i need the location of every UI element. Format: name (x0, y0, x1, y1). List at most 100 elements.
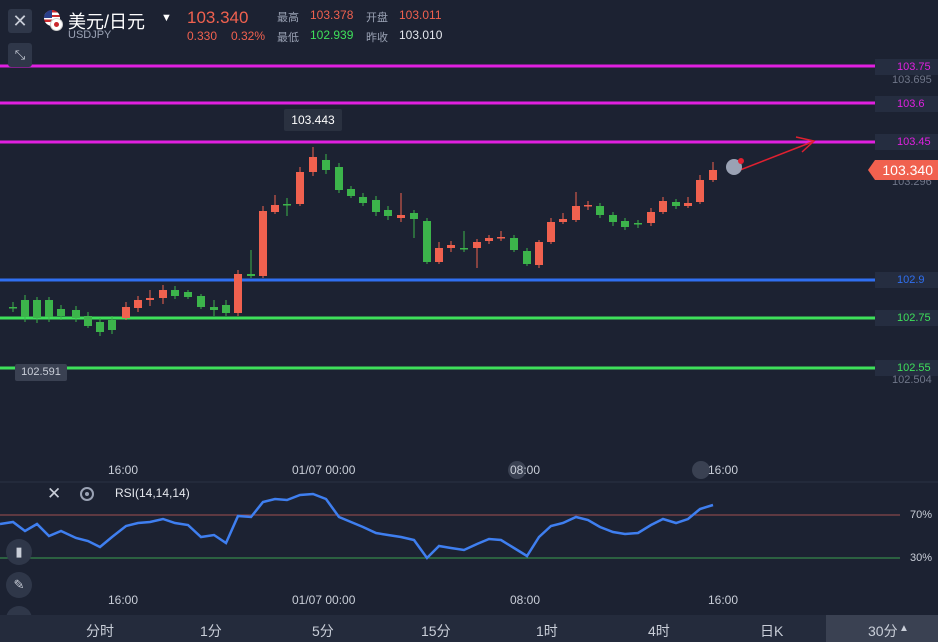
candle-body-56 (696, 180, 704, 202)
event-badge-1[interactable] (508, 461, 526, 479)
candle-body-9 (108, 320, 116, 330)
collapse-icon[interactable]: ⤡ (8, 43, 32, 67)
candle-body-27 (335, 167, 343, 190)
candle-body-29 (359, 197, 367, 203)
candle-body-4 (45, 300, 53, 317)
info-dot (738, 158, 744, 164)
open-label: 开盘 (366, 12, 388, 24)
symbol-name[interactable]: 美元/日元 (68, 12, 146, 32)
candle-body-34 (423, 221, 431, 262)
candle-body-54 (672, 202, 680, 206)
candle-body-49 (609, 215, 617, 222)
rsi-lower-label: 30% (910, 552, 933, 564)
tf-1m[interactable]: 1分 (200, 623, 222, 639)
rsi-close-icon[interactable]: ✕ (47, 484, 62, 503)
tf-30m[interactable] (826, 615, 938, 642)
candle-body-22 (271, 205, 279, 212)
candle-body-35 (435, 248, 443, 262)
candle-body-6 (72, 310, 80, 318)
candle-body-25 (309, 157, 317, 172)
candle-body-55 (684, 203, 692, 206)
candle-body-11 (134, 300, 142, 308)
close-button[interactable]: ✕ (8, 9, 32, 33)
level-label-6: 102.55 (875, 360, 938, 376)
high-value: 103.378 (310, 8, 354, 22)
change-absolute: 0.330 (187, 29, 218, 43)
level-label-3: 103.45 (875, 134, 938, 150)
candle-body-30 (372, 200, 380, 212)
candle-body-39 (485, 238, 493, 241)
low-value: 102.939 (310, 28, 354, 42)
candle-body-53 (659, 201, 667, 212)
rsi-title: RSI(14,14,14) (115, 486, 190, 500)
candle-body-19 (234, 274, 242, 313)
candle-body-44 (547, 222, 555, 242)
candle-body-31 (384, 210, 392, 216)
candle-body-57 (709, 170, 717, 180)
tf-tick[interactable]: 分时 (86, 623, 114, 639)
time-label-3: 08:00 (510, 463, 541, 477)
rsi-line (0, 492, 714, 560)
tf-15m[interactable]: 15分 (421, 623, 451, 639)
candle-body-36 (447, 245, 455, 248)
axis-label-1: 103.695 (892, 74, 932, 86)
rsi-time-label-4: 16:00 (708, 593, 739, 607)
trend-arrow-head (795, 136, 816, 153)
current-price: 103.340 (187, 8, 249, 27)
indicator-icon[interactable]: ▮ (6, 539, 32, 565)
symbol-dropdown-icon[interactable]: ▼ (161, 12, 172, 24)
high-marker: 103.443 (284, 109, 342, 131)
candle-body-42 (523, 251, 531, 264)
tf-1h[interactable]: 1时 (536, 623, 558, 639)
candle-body-8 (96, 322, 104, 332)
candle-body-48 (596, 206, 604, 215)
candle-body-14 (171, 290, 179, 296)
low-marker: 102.591 (15, 364, 67, 381)
level-label-2: 103.6 (875, 96, 938, 112)
level-label-5: 102.75 (875, 310, 938, 326)
candle-body-45 (559, 219, 567, 222)
symbol-code: USDJPY (68, 29, 112, 41)
candle-body-51 (634, 223, 642, 225)
rsi-upper-label: 70% (910, 509, 933, 521)
high-label: 最高 (277, 12, 299, 24)
candle-body-21 (259, 211, 267, 276)
candle-body-3 (33, 300, 41, 318)
jp-flag-icon (50, 18, 63, 31)
candle-body-24 (296, 172, 304, 204)
candle-body-17 (210, 307, 218, 310)
rsi-time-label-2: 01/07 00:00 (292, 593, 356, 607)
candle-body-12 (146, 298, 154, 300)
candle-body-2 (21, 300, 29, 317)
draw-pencil-icon[interactable]: ✎ (6, 572, 32, 598)
candle-body-1 (9, 307, 17, 309)
level-label-1: 103.75 (875, 59, 938, 75)
tf-4h[interactable]: 4时 (648, 623, 670, 639)
candle-body-26 (322, 160, 330, 170)
change-percent: 0.32% (231, 29, 266, 43)
candle-body-43 (535, 242, 543, 265)
candle-body-28 (347, 189, 355, 196)
info-icon (726, 159, 742, 175)
level-label-4: 102.9 (875, 272, 938, 288)
candle-body-52 (647, 212, 655, 223)
candle-body-5 (57, 309, 65, 316)
trend-arrow-line (739, 141, 813, 171)
candle-body-40 (497, 237, 505, 239)
candle-body-18 (222, 305, 230, 313)
tf-daily[interactable]: 日K (760, 623, 784, 639)
candle-body-20 (247, 274, 255, 276)
time-label-1: 16:00 (108, 463, 139, 477)
current-price-tag: 103.340 (868, 160, 938, 180)
tf-30m-label: 30分 (868, 623, 898, 639)
event-badge-2[interactable] (692, 461, 710, 479)
candle-body-13 (159, 290, 167, 298)
open-value: 103.011 (399, 8, 442, 22)
candle-body-50 (621, 221, 629, 227)
rsi-settings-icon[interactable] (80, 487, 94, 501)
candle-body-37 (460, 248, 468, 250)
tf-caret-icon[interactable]: ▲ (899, 623, 909, 634)
tf-5m[interactable]: 5分 (312, 623, 334, 639)
candle-body-41 (510, 238, 518, 250)
